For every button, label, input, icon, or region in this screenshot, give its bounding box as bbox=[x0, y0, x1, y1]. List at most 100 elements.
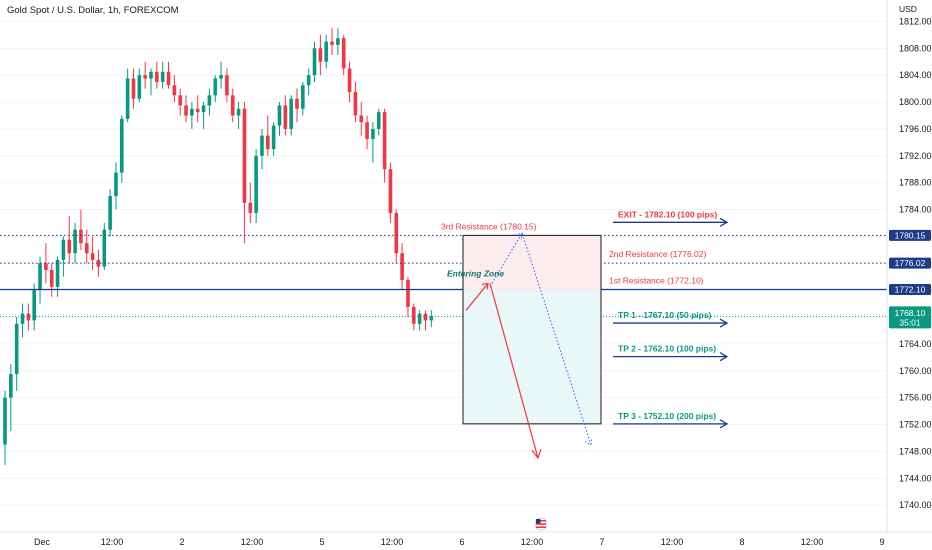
candle-body bbox=[353, 91, 358, 116]
candle-body bbox=[49, 270, 54, 287]
candle-body bbox=[195, 108, 200, 113]
candle-body bbox=[9, 374, 13, 398]
candle-body bbox=[406, 280, 410, 307]
candle-body bbox=[44, 263, 48, 270]
y-tick-label: 1764.00 bbox=[899, 339, 932, 349]
candle-body bbox=[201, 105, 206, 113]
candle-body bbox=[67, 239, 72, 254]
candle-body bbox=[289, 98, 293, 129]
currency-label: USD bbox=[899, 4, 917, 14]
candle-body bbox=[84, 243, 89, 254]
resistance-2-label: 2nd Resistance (1776.02) bbox=[609, 249, 707, 259]
candles bbox=[3, 28, 434, 465]
candle-body bbox=[376, 112, 381, 129]
candle-body bbox=[38, 263, 42, 291]
zone-upper-fill bbox=[463, 235, 601, 290]
candle-body bbox=[248, 202, 253, 213]
candle-body bbox=[137, 75, 142, 99]
candle-body bbox=[32, 290, 36, 321]
y-tick-label: 1748.00 bbox=[899, 446, 932, 456]
candle-body bbox=[318, 48, 323, 62]
alt-path-end-head bbox=[584, 437, 593, 446]
y-tick-label: 1812.00 bbox=[899, 16, 932, 26]
candle-body bbox=[143, 75, 147, 79]
target-arrowhead bbox=[719, 217, 729, 227]
candle-body bbox=[359, 115, 364, 123]
x-tick-label: 12:00 bbox=[241, 537, 264, 547]
entering-zone-label: Entering Zone bbox=[447, 268, 504, 278]
price-tag-bg bbox=[889, 229, 931, 241]
candle-body bbox=[131, 78, 136, 99]
candle-body bbox=[324, 41, 328, 62]
candle-body bbox=[365, 122, 369, 139]
y-tick-label: 1756.00 bbox=[899, 393, 932, 403]
candle-body bbox=[295, 98, 299, 109]
resistance-1-label: 1st Resistance (1772.10) bbox=[609, 275, 704, 285]
candle-body bbox=[429, 316, 434, 321]
price-tag-text: 1772.10 bbox=[895, 284, 926, 294]
candle-body bbox=[108, 196, 112, 230]
y-tick-label: 1744.00 bbox=[899, 473, 932, 483]
candle-body bbox=[271, 125, 276, 150]
x-tick-label: 9 bbox=[879, 537, 884, 547]
x-tick-label: 12:00 bbox=[101, 537, 124, 547]
candle-body bbox=[120, 118, 124, 173]
candle-body bbox=[79, 229, 83, 244]
candle-body bbox=[412, 306, 416, 324]
candle-body bbox=[20, 313, 25, 324]
grid bbox=[0, 20, 887, 506]
target-label: TP 2 - 1762.10 (100 pips) bbox=[618, 344, 716, 354]
candle-body bbox=[114, 172, 118, 197]
y-tick-label: 1792.00 bbox=[899, 151, 932, 161]
x-tick-label: 8 bbox=[739, 537, 744, 547]
candle-body bbox=[149, 71, 153, 79]
candle-body bbox=[371, 128, 375, 139]
candle-body bbox=[190, 108, 194, 116]
x-tick-label: 12:00 bbox=[381, 537, 404, 547]
candle-body bbox=[236, 108, 241, 116]
current-price-timer: 35:01 bbox=[899, 317, 921, 327]
y-tick-label: 1784.00 bbox=[899, 205, 932, 215]
alt-path bbox=[491, 231, 592, 445]
candle-body bbox=[230, 95, 235, 116]
candle-body bbox=[14, 323, 19, 375]
candle-body bbox=[266, 135, 270, 150]
candle-body bbox=[260, 135, 264, 156]
resistance-3-label: 3rd Resistance (1780.15) bbox=[441, 221, 537, 231]
candle-body bbox=[61, 239, 66, 260]
time-axis[interactable]: Dec 12:00 2 12:00 5 12:00 6 12:00 7 12:00 8 12:00 9 bbox=[34, 537, 885, 547]
candle-body bbox=[417, 313, 422, 324]
x-tick-label: 6 bbox=[459, 537, 464, 547]
candle-body bbox=[306, 75, 311, 86]
candle-body bbox=[172, 85, 177, 96]
chart-title: Gold Spot / U.S. Dollar, 1h, FOREXCOM bbox=[7, 5, 179, 16]
us-flag-icon[interactable] bbox=[534, 517, 548, 531]
price-tag-bg bbox=[889, 257, 931, 269]
x-tick-label: 5 bbox=[319, 537, 324, 547]
current-price-tag-bg bbox=[889, 306, 931, 329]
candle-body bbox=[155, 71, 159, 82]
candle-body bbox=[330, 41, 334, 45]
target-arrowhead bbox=[719, 419, 729, 429]
candle-body bbox=[283, 105, 288, 129]
target-arrowhead bbox=[719, 352, 729, 362]
candle-body bbox=[336, 38, 340, 45]
y-tick-label: 1752.00 bbox=[899, 420, 932, 430]
candle-body bbox=[423, 313, 428, 321]
y-tick-label: 1800.00 bbox=[899, 97, 932, 107]
x-tick-label: 12:00 bbox=[801, 537, 824, 547]
candle-body bbox=[301, 85, 305, 109]
target-label: EXIT - 1782.10 (100 pips) bbox=[618, 209, 717, 219]
x-tick-label: 2 bbox=[179, 537, 184, 547]
horizontal-levels bbox=[0, 234, 887, 317]
zone-border bbox=[462, 234, 602, 425]
x-tick-label: Dec bbox=[34, 537, 51, 547]
alt-path-peak-head bbox=[514, 232, 523, 241]
current-price-tag-text: 1768.10 bbox=[895, 308, 926, 318]
y-tick-label: 1804.00 bbox=[899, 70, 932, 80]
candle-body bbox=[277, 105, 282, 126]
candle-body bbox=[382, 112, 387, 170]
candle-body bbox=[213, 78, 218, 96]
y-tick-label: 1740.00 bbox=[899, 500, 932, 510]
